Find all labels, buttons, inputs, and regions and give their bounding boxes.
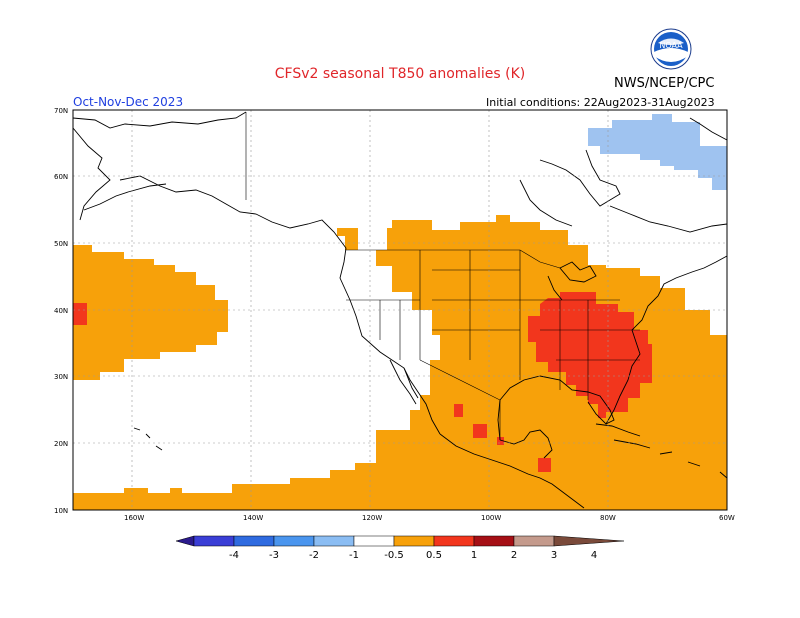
lon-label-160w: 160W [124, 514, 144, 522]
colorbar-segment [513, 535, 555, 547]
lat-label-40n: 40N [54, 307, 68, 315]
central-america-hot-spot [538, 458, 551, 472]
colorbar-segment [313, 535, 355, 547]
lat-label-60n: 60N [54, 173, 68, 181]
mexico-hot-spot-3 [497, 437, 504, 445]
colorbar-tick-label: -0.5 [384, 550, 404, 561]
lat-label-30n: 30N [54, 373, 68, 381]
coastlines [72, 111, 728, 509]
colorbar-tick-label: -1 [349, 550, 359, 561]
canada-cold-anomaly [588, 114, 727, 190]
lon-label-80w: 80W [600, 514, 616, 522]
pacific-hot-spot [73, 303, 87, 325]
pacific-warm-anomaly [73, 245, 228, 380]
southern-warm-band [73, 215, 727, 510]
map-frame [72, 109, 728, 511]
mexico-hot-spot-2 [473, 424, 487, 438]
lon-label-120w: 120W [362, 514, 382, 522]
map-title: CFSv2 seasonal T850 anomalies (K) [274, 66, 526, 82]
lat-label-50n: 50N [54, 240, 68, 248]
colorbar-segment [273, 535, 315, 547]
colorbar-tick-label: 1 [471, 550, 477, 561]
season-label: Oct-Nov-Dec 2023 [73, 95, 184, 109]
eastern-us-hot-anomaly [528, 292, 652, 418]
colorbar-tick-label: 2 [511, 550, 517, 561]
colorbar-segment [233, 535, 275, 547]
colorbar-segment [473, 535, 515, 547]
lat-label-70n: 70N [54, 107, 68, 115]
colorbar-tick-label: 4 [591, 550, 597, 561]
political-borders [245, 112, 640, 440]
colorbar-segment [193, 535, 235, 547]
colorbar-segment [393, 535, 435, 547]
initial-conditions-label: Initial conditions: 22Aug2023-31Aug2023 [486, 96, 715, 109]
lat-label-20n: 20N [54, 440, 68, 448]
svg-text:NOAA: NOAA [659, 41, 683, 50]
colorbar-tick-label: -2 [309, 550, 319, 561]
colorbar-tick-label: -4 [229, 550, 239, 561]
colorbar-arrow-high [553, 535, 625, 547]
organization-label: NWS/NCEP/CPC [614, 76, 715, 91]
lon-label-60w: 60W [719, 514, 735, 522]
color-scale-bar: -4 -3 -2 -1 -0.5 0.5 1 2 3 4 [175, 535, 625, 561]
lat-label-10n: 10N [54, 507, 68, 515]
colorbar-segment [433, 535, 475, 547]
mexico-hot-spot-1 [454, 404, 463, 417]
colorbar-tick-label: -3 [269, 550, 279, 561]
colorbar-tick-label: 3 [551, 550, 557, 561]
lon-label-100w: 100W [481, 514, 501, 522]
graticule [73, 110, 727, 510]
colorbar-tick-label: 0.5 [426, 550, 442, 561]
colorbar-arrow-low [175, 535, 195, 547]
lon-label-140w: 140W [243, 514, 263, 522]
colorbar-segment [353, 535, 395, 547]
noaa-logo-icon: NOAA [650, 28, 692, 70]
